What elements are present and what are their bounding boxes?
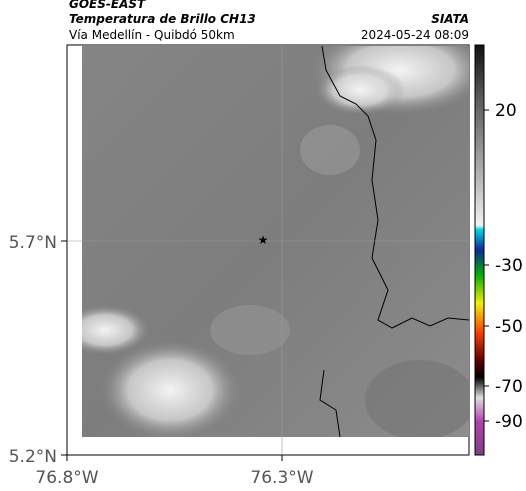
location-star: ★	[258, 233, 269, 247]
colorbar-label: 20	[495, 101, 517, 121]
colorbar	[474, 44, 485, 456]
source: GOES-EAST	[69, 0, 146, 11]
datetime: 2024-05-24 08:09	[361, 28, 469, 42]
lat-label: 5.2°N	[9, 447, 57, 467]
satellite-image	[82, 46, 469, 437]
lon-label: 76.8°W	[35, 468, 98, 488]
route: Vía Medellín - Quibdó 50km	[69, 28, 235, 42]
colorbar-label: -90	[495, 412, 523, 432]
lat-label: 5.7°N	[9, 233, 57, 253]
product: Temperatura de Brillo CH13	[69, 12, 256, 26]
colorbar-label: -70	[495, 377, 523, 397]
colorbar-label: -50	[495, 317, 523, 337]
lon-label: 76.3°W	[250, 468, 313, 488]
colorbar-label: -30	[495, 256, 523, 276]
organization: SIATA	[431, 12, 469, 26]
